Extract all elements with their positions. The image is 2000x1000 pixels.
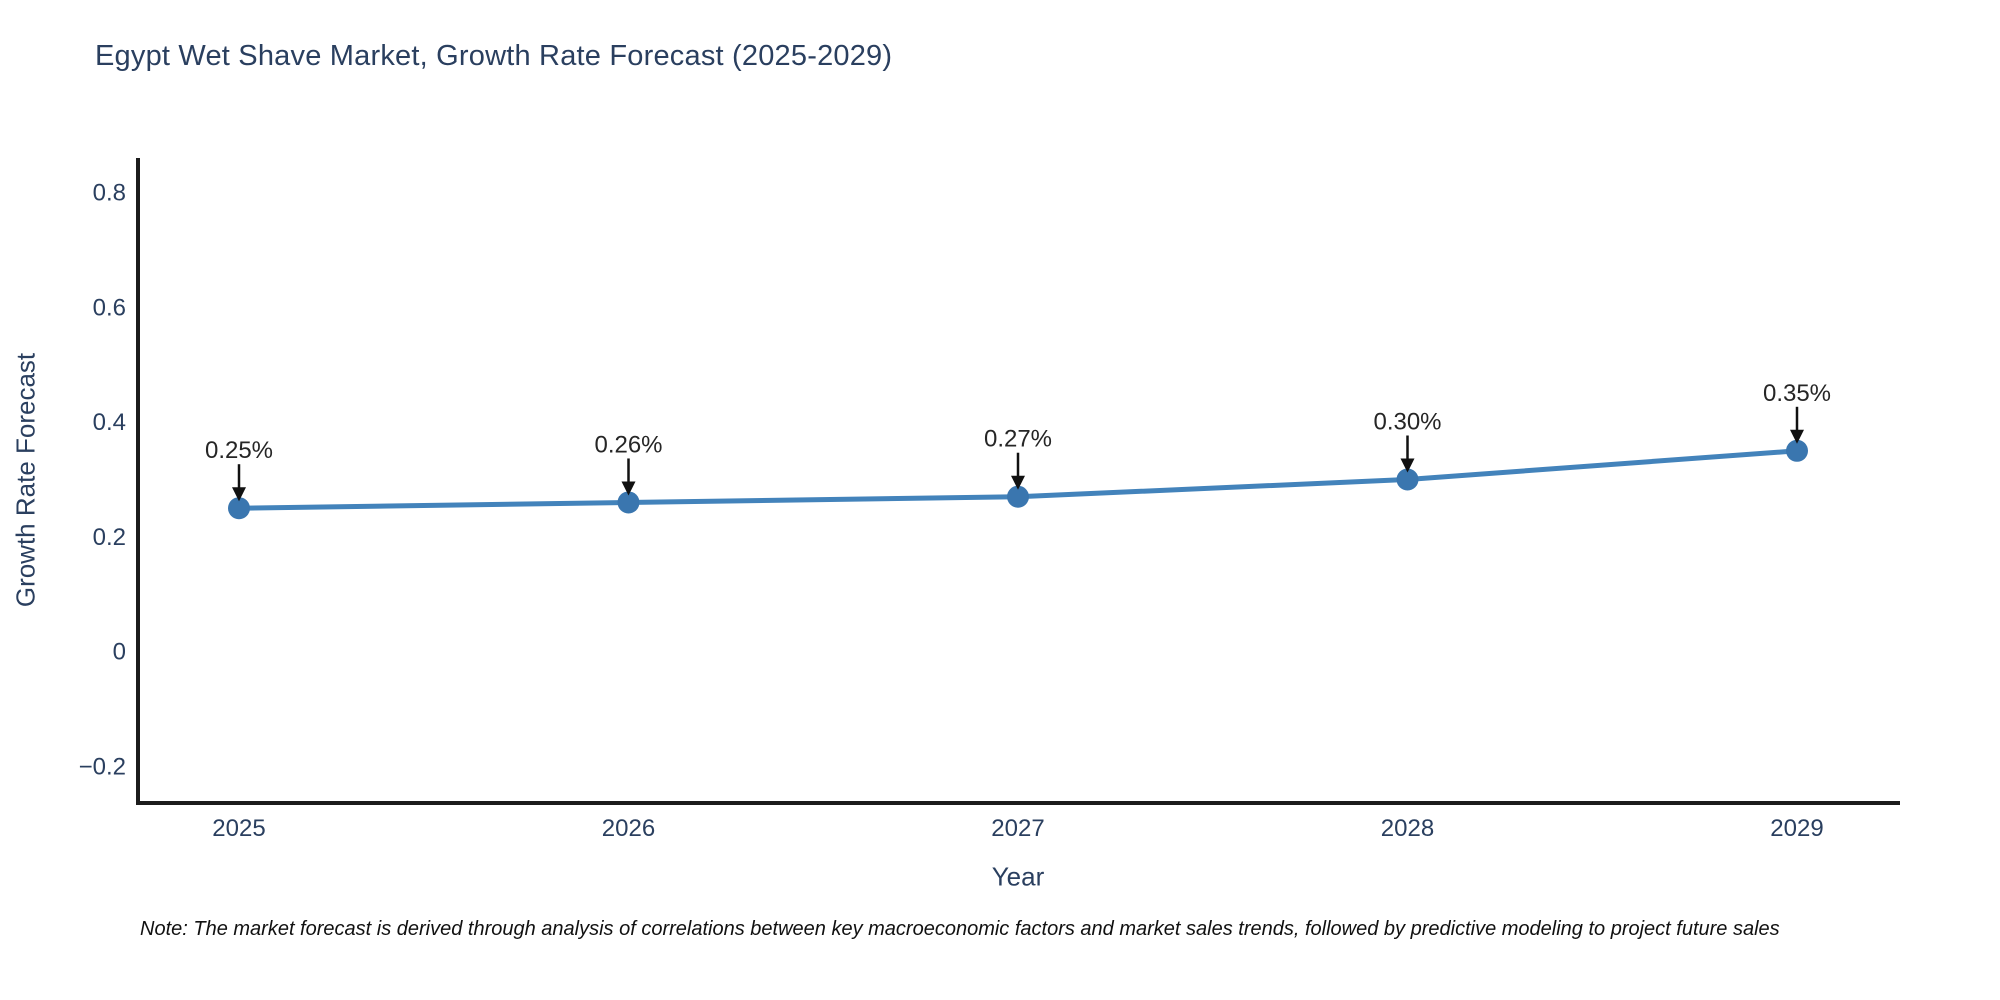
x-axis-tick-label: 2027 [991, 815, 1044, 842]
y-axis-tick-label: 0.8 [93, 179, 126, 206]
y-axis-tick-label: 0.2 [93, 524, 126, 551]
chart-title: Egypt Wet Shave Market, Growth Rate Fore… [95, 40, 893, 72]
data-point-marker[interactable] [1786, 439, 1808, 462]
y-axis-tick-label: 0 [113, 639, 126, 666]
data-point-label: 0.27% [984, 426, 1052, 453]
y-axis-tick-label: −0.2 [79, 754, 126, 781]
y-axis-line [136, 158, 140, 805]
x-axis-tick-label: 2029 [1770, 815, 1823, 842]
annotation-arrow-head [621, 481, 636, 496]
data-point-marker[interactable] [1396, 468, 1419, 491]
x-axis-tick-label: 2025 [212, 815, 265, 842]
data-point-label: 0.30% [1373, 409, 1441, 436]
annotation-arrow-head [232, 487, 246, 502]
data-point-marker[interactable] [1007, 485, 1029, 508]
footnote: Note: The market forecast is derived thr… [140, 918, 1780, 940]
data-point-marker[interactable] [617, 491, 640, 514]
data-point-label: 0.25% [205, 437, 273, 464]
data-point-label: 0.35% [1763, 380, 1831, 407]
y-axis-tick-label: 0.6 [93, 294, 126, 321]
annotation-arrow-head [1011, 475, 1025, 490]
x-axis-tick-label: 2028 [1381, 815, 1434, 842]
x-axis-line [136, 801, 1900, 805]
data-point-label: 0.26% [594, 431, 662, 458]
annotation-arrow-head [1400, 458, 1415, 473]
data-point-marker[interactable] [228, 497, 250, 520]
y-axis-tick-label: 0.4 [93, 409, 126, 436]
x-axis-tick-label: 2026 [602, 815, 655, 842]
annotation-arrow-head [1790, 429, 1804, 444]
x-axis-title: Year [991, 861, 1045, 892]
